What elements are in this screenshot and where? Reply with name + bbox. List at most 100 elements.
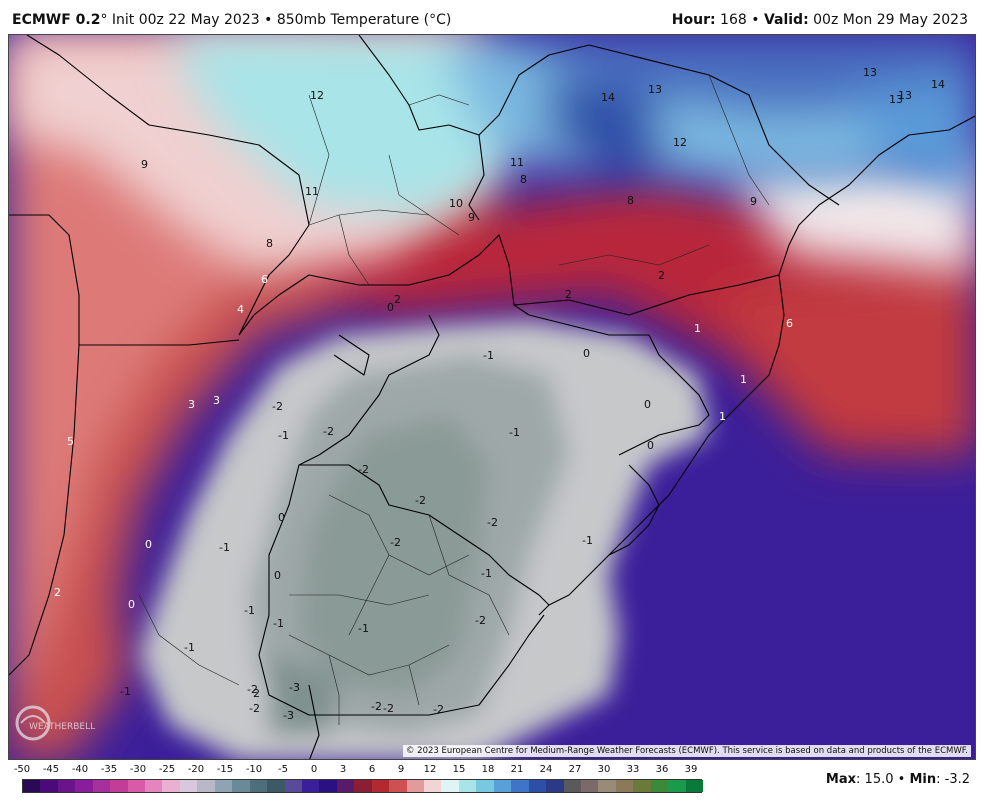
contour-label: -1: [358, 622, 369, 635]
contour-label: 6: [786, 317, 793, 330]
scale-swatch: [197, 780, 216, 792]
contour-label: 10: [449, 197, 463, 210]
scale-swatch: [580, 780, 599, 792]
bullet-separator: •: [264, 12, 273, 28]
model-name: ECMWF 0.2: [12, 12, 101, 28]
scale-swatch: [493, 780, 512, 792]
contour-label: -2: [272, 400, 283, 413]
contour-label: 6: [261, 273, 268, 286]
scale-swatch: [214, 780, 233, 792]
scale-tick-label: -15: [216, 764, 234, 775]
scale-ticks: -50 -45 -40 -35 -30 -25 -20 -15 -10 -5 0 3 6 9 12 15 18 2…: [8, 764, 708, 778]
contour-label: -1: [219, 541, 230, 554]
scale-swatch: [458, 780, 477, 792]
contour-label: 0: [583, 347, 590, 360]
contour-label: -2: [415, 494, 426, 507]
scale-tick-label: 21: [510, 764, 524, 775]
contour-label: -2: [371, 700, 382, 713]
state-borders: [138, 74, 770, 725]
scale-tick-label: 24: [539, 764, 553, 775]
scale-tick-label: -30: [129, 764, 147, 775]
contour-label: 2: [394, 293, 401, 306]
temperature-map: 9 12 11 8 6 4 3 3 5 0 2 0 -1 14 13 12 13 13 13 14 11 8 10 9 8 9 2 2…: [8, 34, 976, 760]
hour-value: 168: [720, 12, 747, 28]
scale-tick-label: -5: [278, 764, 288, 775]
contour-label: -2: [475, 614, 486, 627]
cool-field: [169, 35, 975, 215]
scale-tick-label: 30: [597, 764, 611, 775]
bullet-separator-3: •: [897, 772, 906, 787]
contour-label: 0: [647, 439, 654, 452]
scale-swatch: [110, 780, 129, 792]
scale-tick-label: 12: [423, 764, 437, 775]
scale-tick-label: -35: [100, 764, 118, 775]
contour-label: 4: [237, 303, 244, 316]
logo-wordmark: WEATHERBELL: [29, 722, 95, 732]
scale-swatch: [354, 780, 373, 792]
scale-tick-label: 27: [568, 764, 582, 775]
contour-label: 9: [750, 195, 757, 208]
valid-value: 00z Mon 29 May 2023: [813, 12, 968, 28]
contour-label: 0: [128, 598, 135, 611]
contour-label: 8: [266, 237, 273, 250]
contour-label: 1: [694, 322, 701, 335]
scale-swatch: [127, 780, 146, 792]
contour-label: 12: [310, 89, 324, 102]
scale-swatch: [162, 780, 181, 792]
contour-label: 0: [278, 511, 285, 524]
contour-label: -1: [481, 567, 492, 580]
contour-label: -2: [487, 516, 498, 529]
scale-tick-label: 39: [684, 764, 698, 775]
scale-tick-label: 6: [368, 764, 376, 775]
scale-swatch: [598, 780, 617, 792]
chart-title: ECMWF 0.2° Init 00z 22 May 2023 • 850mb …: [12, 12, 451, 28]
contour-label: 12: [673, 136, 687, 149]
scale-swatch: [145, 780, 163, 792]
scale-swatch: [267, 780, 286, 792]
contour-label: -1: [184, 641, 195, 654]
color-scale: -50 -45 -40 -35 -30 -25 -20 -15 -10 -5 0 3 6 9 12 15 18 2…: [8, 762, 708, 804]
scale-tick-label: 36: [655, 764, 669, 775]
scale-tick-label: 9: [397, 764, 405, 775]
contour-label: 1: [740, 373, 747, 386]
contour-label: 13: [889, 93, 903, 106]
contour-label: 0: [145, 538, 152, 551]
header: ECMWF 0.2° Init 00z 22 May 2023 • 850mb …: [0, 0, 984, 34]
scale-swatch: [232, 780, 251, 792]
max-min-readout: Max: 15.0 • Min: -3.2: [825, 772, 970, 787]
scale-tick-label: -40: [71, 764, 89, 775]
contour-label: -3: [283, 709, 294, 722]
contour-label: 0: [644, 398, 651, 411]
contour-label: 9: [468, 211, 475, 224]
contour-label: 9: [141, 158, 148, 171]
init-time: Init 00z 22 May 2023: [111, 12, 260, 28]
scale-swatch: [441, 780, 460, 792]
scale-tick-label: -50: [13, 764, 31, 775]
contour-label: -1: [582, 534, 593, 547]
copyright-notice: © 2023 European Centre for Medium-Range …: [402, 745, 971, 757]
contour-label: 1: [719, 410, 726, 423]
contour-label: 2: [658, 269, 665, 282]
scale-swatch: [57, 780, 76, 792]
scale-bar: [22, 779, 704, 793]
contour-label: 2: [253, 687, 260, 700]
max-label: Max: [825, 772, 857, 787]
scale-swatch: [650, 780, 669, 792]
scale-swatch: [563, 780, 582, 792]
contour-label: 3: [213, 394, 220, 407]
min-value: -3.2: [944, 772, 970, 787]
field-name: 850mb Temperature (°C): [276, 12, 452, 28]
scale-swatch: [546, 780, 564, 792]
scale-swatch: [249, 780, 268, 792]
contour-label: -2: [358, 463, 369, 476]
scale-swatch: [633, 780, 652, 792]
contour-label: 14: [601, 91, 615, 104]
scale-tick-label: 3: [339, 764, 347, 775]
contour-label: -1: [273, 617, 284, 630]
scale-swatch: [615, 780, 634, 792]
contour-label: -1: [244, 604, 255, 617]
scale-swatch: [75, 780, 94, 792]
country-borders: [9, 35, 840, 759]
